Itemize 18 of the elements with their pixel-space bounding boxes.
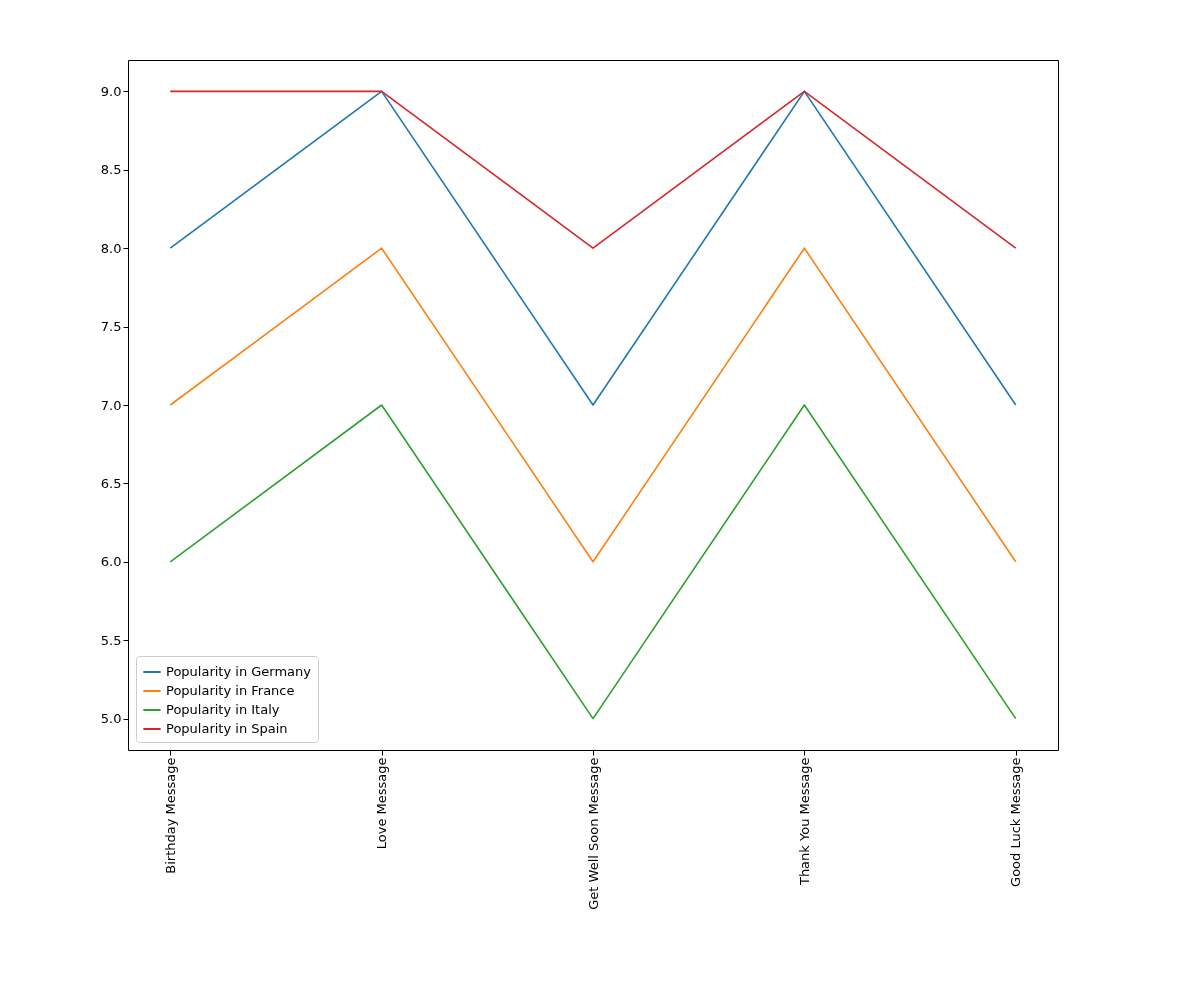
x-tick-label: Thank You Message — [796, 757, 812, 887]
legend-label: Popularity in Italy — [166, 702, 280, 717]
x-tick-label: Get Well Soon Message — [585, 757, 601, 910]
y-tick-label: 7.5 — [100, 319, 122, 335]
x-tick-label: Birthday Message — [162, 757, 178, 874]
x-tick-label: Good Luck Message — [1008, 757, 1024, 887]
y-tick-label: 6.0 — [100, 554, 122, 570]
legend-label: Popularity in Germany — [166, 664, 312, 679]
legend-label: Popularity in France — [166, 683, 295, 698]
y-tick-label: 8.5 — [100, 162, 122, 178]
y-tick-label: 7.0 — [100, 397, 122, 413]
y-tick-label: 5.5 — [100, 632, 122, 648]
legend-label: Popularity in Spain — [166, 721, 288, 736]
x-tick-label: Love Message — [374, 757, 390, 850]
y-tick-label: 5.0 — [100, 711, 122, 727]
y-tick-label: 9.0 — [100, 83, 122, 99]
y-tick-label: 6.5 — [100, 475, 122, 491]
y-tick-label: 8.0 — [100, 240, 122, 256]
